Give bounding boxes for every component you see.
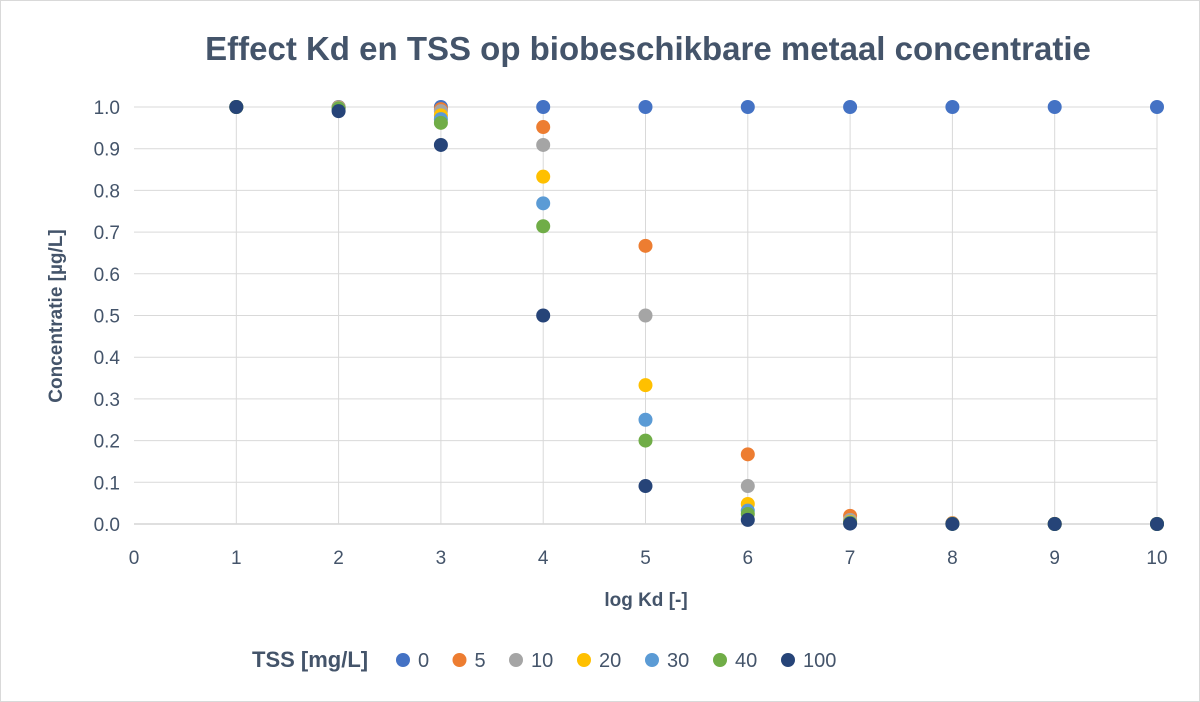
- x-tick-label: 4: [538, 548, 549, 569]
- x-axis-ticks: 0 1 2 3 4 5 6 7 8 9 10: [129, 548, 1168, 569]
- x-tick-label: 5: [640, 548, 651, 569]
- legend-label: 100: [803, 650, 836, 672]
- data-point: [638, 238, 653, 253]
- legend-marker: [452, 653, 467, 667]
- data-points: [229, 100, 1164, 531]
- x-tick-label: 0: [129, 548, 140, 569]
- y-tick-label: 0.7: [94, 223, 120, 244]
- legend-marker: [577, 653, 591, 667]
- y-tick-label: 0.2: [94, 432, 120, 453]
- y-tick-label: 0.9: [94, 140, 120, 161]
- data-point: [638, 378, 653, 393]
- x-tick-label: 2: [333, 548, 344, 569]
- y-tick-label: 1.0: [94, 98, 120, 119]
- data-point: [638, 100, 653, 114]
- data-point: [638, 479, 653, 494]
- chart-title: Effect Kd en TSS op biobeschikbare metaa…: [205, 30, 1091, 67]
- y-tick-label: 0.6: [94, 265, 120, 286]
- legend-marker: [509, 653, 523, 667]
- x-tick-label: 7: [845, 548, 856, 569]
- y-axis-title: Concentratie [µg/L]: [46, 229, 67, 403]
- data-point: [536, 100, 551, 114]
- data-point: [536, 169, 551, 184]
- y-tick-label: 0.1: [94, 473, 120, 494]
- y-tick-label: 0.8: [94, 181, 120, 202]
- data-point: [229, 100, 244, 114]
- legend-label: 40: [735, 650, 757, 672]
- series-100: [229, 100, 1164, 531]
- data-point: [433, 137, 448, 152]
- data-point: [1047, 517, 1062, 531]
- data-point: [843, 100, 858, 114]
- data-point: [331, 104, 346, 119]
- x-tick-label: 10: [1146, 548, 1167, 569]
- y-tick-label: 0.0: [94, 515, 120, 536]
- x-tick-label: 9: [1049, 548, 1060, 569]
- y-tick-label: 0.4: [94, 348, 121, 369]
- y-tick-label: 0.5: [94, 307, 120, 328]
- data-point: [843, 516, 858, 531]
- x-tick-label: 1: [231, 548, 242, 569]
- data-point: [536, 120, 551, 135]
- data-point: [536, 196, 551, 211]
- legend-label: 10: [531, 650, 553, 672]
- x-tick-label: 6: [743, 548, 754, 569]
- data-point: [536, 308, 551, 323]
- legend-marker: [781, 653, 795, 667]
- x-tick-label: 8: [947, 548, 958, 569]
- x-axis-title: log Kd [-]: [604, 590, 687, 611]
- x-tick-label: 3: [436, 548, 447, 569]
- legend-marker: [713, 653, 727, 667]
- legend-marker: [396, 653, 410, 667]
- data-point: [536, 137, 551, 152]
- legend-marker: [645, 653, 659, 667]
- data-point: [740, 447, 755, 462]
- data-point: [945, 516, 960, 531]
- y-axis-ticks: 0.0 0.1 0.2 0.3 0.4 0.5 0.6 0.7 0.8 0.9 1.0: [94, 98, 121, 536]
- data-point: [740, 512, 755, 527]
- data-point: [945, 100, 960, 114]
- data-point: [638, 433, 653, 448]
- gridlines: [134, 106, 1158, 525]
- data-point: [1047, 100, 1062, 114]
- legend: TSS [mg/L] 0 5 10 20 30 40 100: [252, 647, 836, 672]
- data-point: [638, 308, 653, 323]
- legend-title: TSS [mg/L]: [252, 647, 368, 672]
- legend-label: 20: [599, 650, 621, 672]
- data-point: [740, 100, 755, 114]
- data-point: [638, 412, 653, 427]
- data-point: [1150, 517, 1164, 531]
- data-point: [740, 479, 755, 494]
- data-point: [433, 115, 448, 130]
- data-point: [536, 219, 551, 234]
- y-tick-label: 0.3: [94, 390, 120, 411]
- data-point: [1150, 100, 1164, 114]
- legend-label: 0: [418, 650, 429, 672]
- legend-label: 5: [475, 650, 486, 672]
- legend-label: 30: [667, 650, 689, 672]
